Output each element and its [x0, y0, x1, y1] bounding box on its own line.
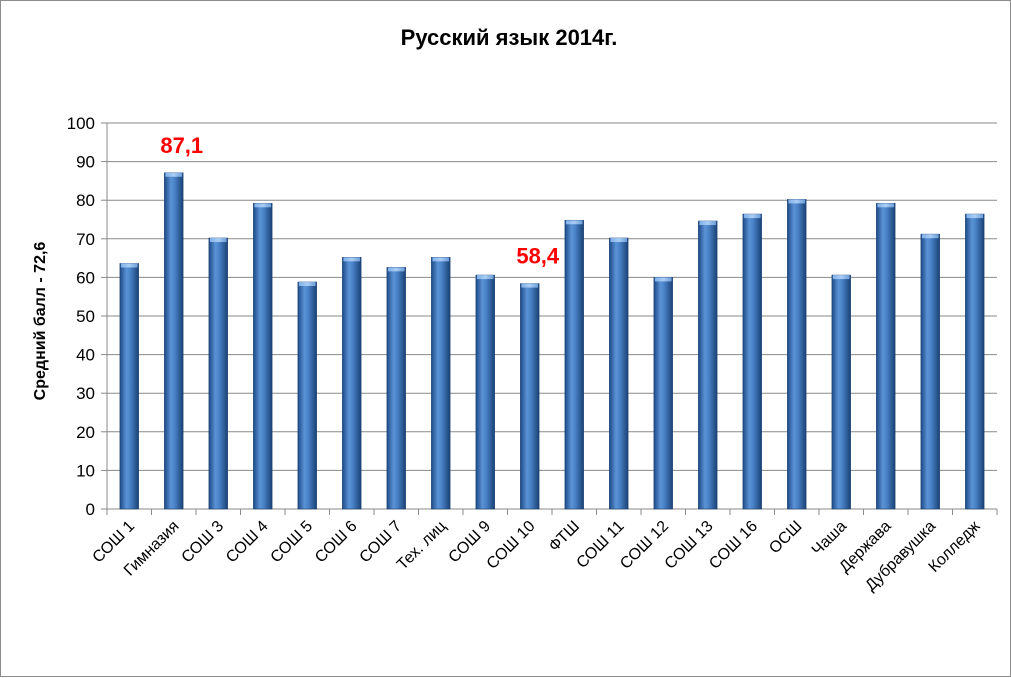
- bar: [431, 257, 451, 510]
- bar-highlight: [966, 214, 984, 219]
- bar-highlight: [921, 234, 939, 239]
- x-tick-label: СОШ 4: [223, 518, 272, 567]
- bar: [475, 274, 495, 510]
- y-tick-label: 100: [67, 114, 95, 133]
- bar-highlight: [254, 203, 272, 208]
- bar: [119, 263, 139, 510]
- bar-highlight: [654, 277, 672, 282]
- bar-highlight: [743, 214, 761, 219]
- bar: [297, 281, 317, 510]
- x-tick-label: Тех. лиц: [394, 518, 450, 574]
- data-annotation: 87,1: [160, 133, 203, 158]
- bar: [787, 199, 807, 510]
- x-tick-label: СОШ 5: [268, 518, 317, 567]
- y-axis-label: Средний балл - 72,6: [32, 242, 49, 401]
- bar-highlight: [387, 267, 405, 272]
- y-tick-label: 50: [76, 307, 95, 326]
- bar: [609, 237, 629, 510]
- y-tick-label: 80: [76, 191, 95, 210]
- bar: [698, 220, 718, 510]
- bar-highlight: [877, 203, 895, 208]
- bar-highlight: [699, 221, 717, 226]
- x-tick-label: ФТШ: [546, 518, 583, 555]
- bar: [920, 233, 940, 510]
- data-annotation: 58,4: [516, 244, 560, 269]
- bar-highlight: [298, 282, 316, 287]
- bar: [564, 219, 584, 510]
- x-tick-label: СОШ 3: [179, 518, 228, 567]
- bar-highlight: [209, 238, 227, 243]
- bar-highlight: [476, 275, 494, 280]
- bar: [164, 172, 184, 510]
- bar: [965, 213, 985, 510]
- bar: [742, 213, 762, 510]
- bar-highlight: [565, 220, 583, 225]
- bar: [253, 202, 273, 510]
- chart-title: Русский язык 2014г.: [401, 25, 618, 50]
- y-tick-label: 20: [76, 423, 95, 442]
- y-tick-label: 70: [76, 230, 95, 249]
- y-tick-label: 10: [76, 461, 95, 480]
- bar: [653, 277, 673, 510]
- x-tick-label: СОШ 12: [617, 518, 672, 573]
- bar: [520, 283, 540, 510]
- y-tick-label: 30: [76, 384, 95, 403]
- bar: [831, 274, 851, 510]
- bar-highlight: [788, 199, 806, 204]
- bar-highlight: [432, 257, 450, 262]
- bar-highlight: [165, 172, 183, 177]
- x-tick-label: ОСШ: [766, 518, 805, 557]
- bar: [876, 202, 896, 510]
- bar: [386, 267, 406, 510]
- bar-highlight: [832, 275, 850, 280]
- bar-highlight: [120, 263, 138, 268]
- x-tick-label: Чаша: [809, 518, 850, 559]
- bar: [342, 257, 362, 510]
- bar-highlight: [521, 283, 539, 288]
- y-tick-label: 40: [76, 346, 95, 365]
- x-tick-label: СОШ 16: [706, 518, 761, 573]
- x-tick-label: СОШ 6: [312, 518, 361, 567]
- bar: [208, 237, 228, 510]
- bar-highlight: [343, 257, 361, 262]
- y-tick-label: 60: [76, 268, 95, 287]
- x-tick-label: СОШ 13: [662, 518, 717, 573]
- bar-highlight: [610, 238, 628, 243]
- y-tick-label: 0: [86, 500, 95, 519]
- x-tick-label: СОШ 10: [484, 518, 539, 573]
- y-tick-label: 90: [76, 153, 95, 172]
